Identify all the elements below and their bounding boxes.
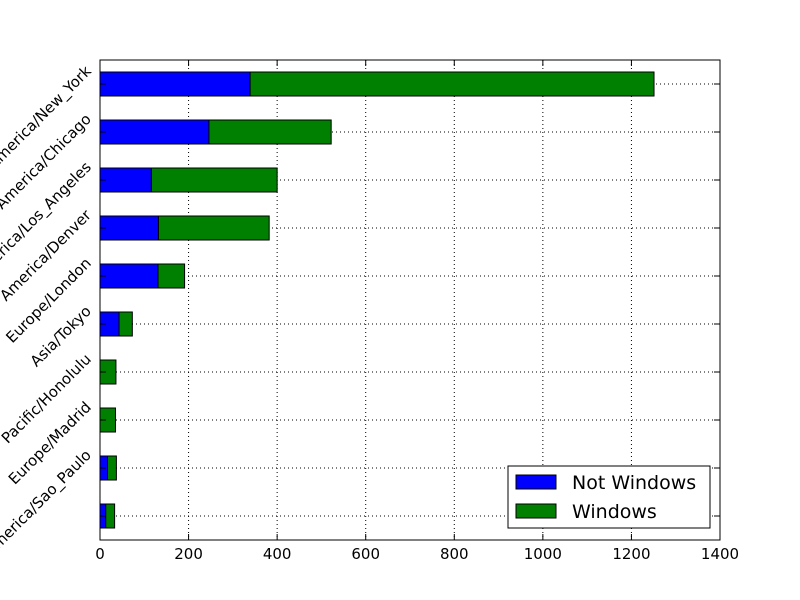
bar-windows (105, 503, 116, 529)
legend-swatch-windows (515, 503, 557, 519)
x-tick-label: 1000 (524, 545, 562, 563)
y-tick-label: America/Sao_Paulo (0, 446, 96, 560)
bar-not-windows (99, 263, 159, 289)
ticks (99, 60, 721, 540)
y-tick-label: Europe/London (2, 254, 94, 346)
x-tick-label: 400 (263, 545, 292, 563)
x-tick-labels: 0 200 400 600 800 1000 1200 1400 (95, 545, 739, 563)
bar-not-windows (99, 71, 251, 97)
plot-frame (99, 59, 721, 541)
legend: Not Windows Windows (507, 465, 711, 529)
x-tick-label: 200 (174, 545, 203, 563)
legend-swatch-not-windows (515, 474, 557, 490)
x-tick-label: 0 (95, 545, 105, 563)
bar-windows (157, 215, 270, 241)
legend-label-not-windows: Not Windows (572, 472, 696, 494)
legend-label-windows: Windows (572, 501, 657, 523)
y-tick-labels: America/New_YorkAmerica/ChicagoAmerica/L… (0, 62, 96, 561)
bar-windows (118, 311, 133, 337)
x-tick-label: 600 (351, 545, 380, 563)
x-tick-label: 1400 (701, 545, 739, 563)
x-tick-label: 1200 (612, 545, 650, 563)
bar-windows (157, 263, 186, 289)
bar-windows (249, 71, 655, 97)
x-tick-label: 800 (440, 545, 469, 563)
bar-not-windows (99, 167, 152, 193)
bar-windows (107, 455, 117, 481)
bar-not-windows (99, 215, 159, 241)
bar-windows (208, 119, 332, 145)
y-tick-label: Europe/Madrid (5, 398, 95, 488)
bar-not-windows (99, 119, 210, 145)
bar-windows (150, 167, 278, 193)
bars (99, 71, 655, 529)
